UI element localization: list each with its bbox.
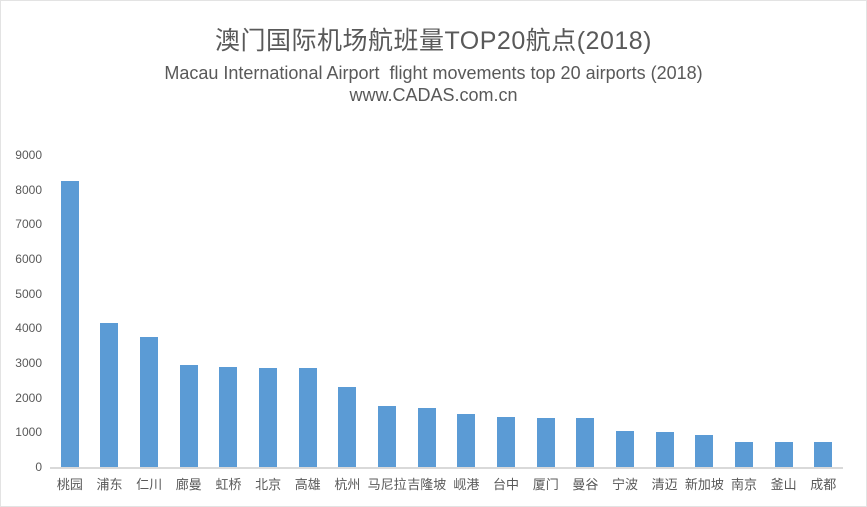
bar-slot [526,155,566,467]
x-axis-label: 岘港 [453,477,480,492]
x-axis-label: 北京 [255,477,282,492]
bar-slot [605,155,645,467]
x-axis-label: 宁波 [612,477,639,492]
bar-slot [129,155,169,467]
bar-北京 [259,367,278,467]
bar-清迈 [655,431,674,467]
y-axis-tick-label: 1000 [15,425,42,440]
bar-高雄 [298,368,317,467]
bar-釜山 [774,441,793,467]
x-axis-label: 成都 [810,477,837,492]
bar-新加坡 [695,434,714,467]
bar-马尼拉 [378,406,397,467]
bar-slot [209,155,249,467]
chart-source-url: www.CADAS.com.cn [349,85,518,105]
bar-slot [685,155,725,467]
bar-slot [645,155,685,467]
x-axis-label: 清迈 [651,477,678,492]
x-axis-label: 曼谷 [572,477,599,492]
bar-slot [764,155,804,467]
x-axis-label: 釜山 [770,477,797,492]
x-axis-label: 厦门 [532,477,559,492]
y-axis-tick-label: 6000 [15,252,42,266]
bar-厦门 [536,418,555,467]
bar-宁波 [616,431,635,467]
x-axis-label: 马尼拉 [367,477,407,492]
bar-杭州 [338,386,357,467]
y-axis-tick-label: 0 [35,460,42,474]
x-axis-label: 仁川 [136,477,163,492]
chart-subtitle: Macau International Airport flight movem… [164,63,703,83]
bar-slot [169,155,209,467]
bar-slot [407,155,447,467]
bar-slot [367,155,407,467]
bar-slot [90,155,130,467]
bars [50,155,843,467]
y-axis-tick-label: 9000 [15,148,42,162]
bar-吉隆坡 [417,408,436,467]
y-axis-tick-label: 8000 [15,182,42,197]
bar-slot [288,155,328,467]
y-axis-tick-label: 5000 [15,286,42,301]
x-axis-label: 台中 [493,477,520,492]
x-axis-label: 南京 [730,477,757,492]
bar-slot [486,155,526,467]
x-axis-label: 浦东 [96,477,123,492]
y-axis-tick-label: 2000 [15,390,42,405]
bar-桃园 [60,181,79,467]
bar-廊曼 [179,364,198,467]
x-axis-label: 杭州 [334,477,361,492]
y-axis: 0 1000 2000 3000 4000 5000 6000 7000 8000 9000 [1,149,42,473]
x-axis-label: 高雄 [294,477,321,492]
y-axis-tick-label: 4000 [15,321,42,336]
plot-area [50,155,843,469]
bar-slot [724,155,764,467]
bar-slot [248,155,288,467]
x-axis-label: 廊曼 [175,477,202,492]
bar-南京 [734,442,753,467]
x-axis-label: 吉隆坡 [407,477,447,492]
bar-成都 [814,442,833,467]
bar-浦东 [100,322,119,467]
y-axis-tick-label: 7000 [15,217,42,232]
bar-虹桥 [219,366,238,467]
bar-slot [803,155,843,467]
x-axis-labels: 桃园 浦东 仁川 廊曼 虹桥 北京 高雄 杭州 马尼拉 吉隆坡 岘港 台中 厦门 曼谷 宁波 清迈 新加坡 南京釜… [50,474,843,493]
bar-曼谷 [576,418,595,467]
bar-slot [566,155,606,467]
chart-title: 澳门国际机场航班量TOP20航点(2018) [214,27,652,55]
bar-slot [328,155,368,467]
bar-slot [50,155,90,467]
y-axis-tick-label: 3000 [15,356,42,370]
x-axis-label: 虹桥 [215,477,242,492]
bar-slot [447,155,487,467]
x-axis-label: 新加坡 [684,477,724,492]
bar-台中 [497,417,516,467]
bar-仁川 [140,336,159,467]
bar-岘港 [457,413,476,467]
x-axis-label: 桃园 [56,477,83,492]
